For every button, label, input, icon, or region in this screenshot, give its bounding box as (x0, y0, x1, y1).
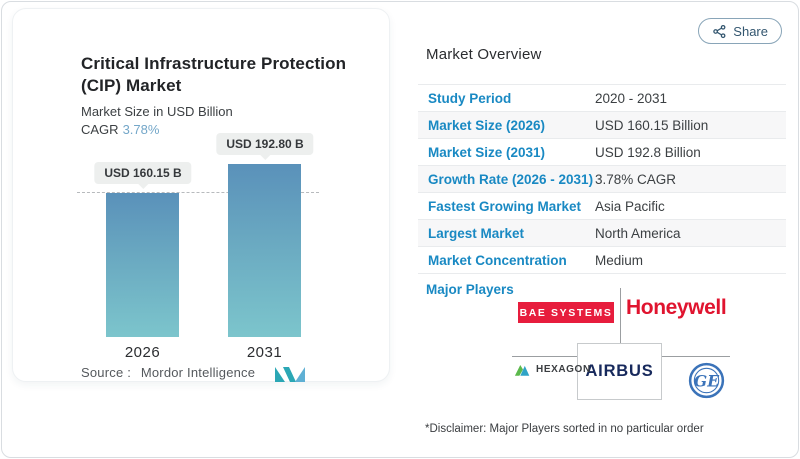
honeywell-logo: Honeywell (626, 296, 727, 319)
hexagon-icon (514, 362, 532, 377)
row-value: USD 192.8 Billion (595, 144, 701, 160)
hexagon-logo: HEXAGON (514, 362, 591, 377)
logo-grid-vertical-divider (620, 288, 621, 343)
share-button-label: Share (733, 23, 768, 39)
chart-title-line2: (CIP) Market (81, 76, 182, 95)
chart-title: Critical Infrastructure Protection (CIP)… (81, 53, 366, 97)
table-row: Market Size (2031) USD 192.8 Billion (418, 139, 786, 166)
axis-label-2031: 2031 (246, 344, 283, 361)
table-row: Fastest Growing Market Asia Pacific (418, 193, 786, 220)
market-overview-panel: Share Market Overview Study Period 2020 … (418, 0, 800, 459)
chart-card: Critical Infrastructure Protection (CIP)… (12, 8, 390, 382)
major-players-logos: BAE SYSTEMS Honeywell AIRBUS HEXAGON (512, 288, 740, 402)
cagr-line: CAGR 3.78% (81, 122, 366, 137)
svg-text:GE: GE (694, 371, 720, 390)
disclaimer-text: *Disclaimer: Major Players sorted in no … (425, 423, 704, 435)
airbus-logo-box: AIRBUS (577, 343, 662, 400)
cagr-label: CAGR (81, 122, 119, 137)
ge-logo: GE (688, 362, 725, 404)
row-value: 2020 - 2031 (595, 90, 668, 106)
source-line: Source : Mordor Intelligence (81, 365, 331, 380)
reference-dashed-line (77, 192, 319, 193)
bar-label-2026: USD 160.15 B (94, 162, 192, 184)
row-label: Market Concentration (428, 252, 567, 268)
airbus-logo: AIRBUS (585, 362, 654, 380)
overview-table: Study Period 2020 - 2031 Market Size (20… (418, 84, 786, 274)
source-label: Source : (81, 365, 132, 380)
cagr-value: 3.78% (122, 122, 160, 137)
share-button[interactable]: Share (698, 18, 782, 44)
row-value: Medium (595, 252, 644, 268)
chart-header: Critical Infrastructure Protection (CIP)… (81, 53, 366, 137)
table-row: Market Size (2026) USD 160.15 Billion (418, 112, 786, 139)
source-name: Mordor Intelligence (140, 365, 256, 380)
table-row: Growth Rate (2026 - 2031) 3.78% CAGR (418, 166, 786, 193)
bar-chart: USD 160.15 B USD 192.80 B 2026 2031 (67, 133, 323, 361)
bar-label-2031: USD 192.80 B (216, 133, 314, 155)
chart-subtitle: Market Size in USD Billion (81, 104, 233, 119)
major-players-label: Major Players (426, 282, 514, 297)
row-label: Market Size (2026) (428, 117, 546, 133)
share-icon (712, 24, 727, 39)
panel-heading: Market Overview (426, 46, 542, 63)
bar-2026 (106, 193, 179, 337)
row-label: Largest Market (428, 225, 525, 241)
table-row: Market Concentration Medium (418, 247, 786, 274)
bae-systems-logo: BAE SYSTEMS (518, 302, 614, 323)
row-value: USD 160.15 Billion (595, 117, 709, 133)
axis-label-2026: 2026 (124, 344, 161, 361)
row-value: North America (595, 225, 681, 241)
row-label: Market Size (2031) (428, 144, 546, 160)
hexagon-logo-text: HEXAGON (536, 364, 591, 375)
row-value: 3.78% CAGR (595, 171, 677, 187)
table-row: Study Period 2020 - 2031 (418, 85, 786, 112)
row-label: Study Period (428, 90, 512, 106)
table-row: Largest Market North America (418, 220, 786, 247)
bar-2031 (228, 164, 301, 337)
mordor-intelligence-logo-icon (275, 364, 305, 387)
row-label: Fastest Growing Market (428, 198, 582, 214)
row-label: Growth Rate (2026 - 2031) (428, 171, 594, 187)
row-value: Asia Pacific (595, 198, 665, 214)
chart-title-line1: Critical Infrastructure Protection (81, 54, 347, 73)
